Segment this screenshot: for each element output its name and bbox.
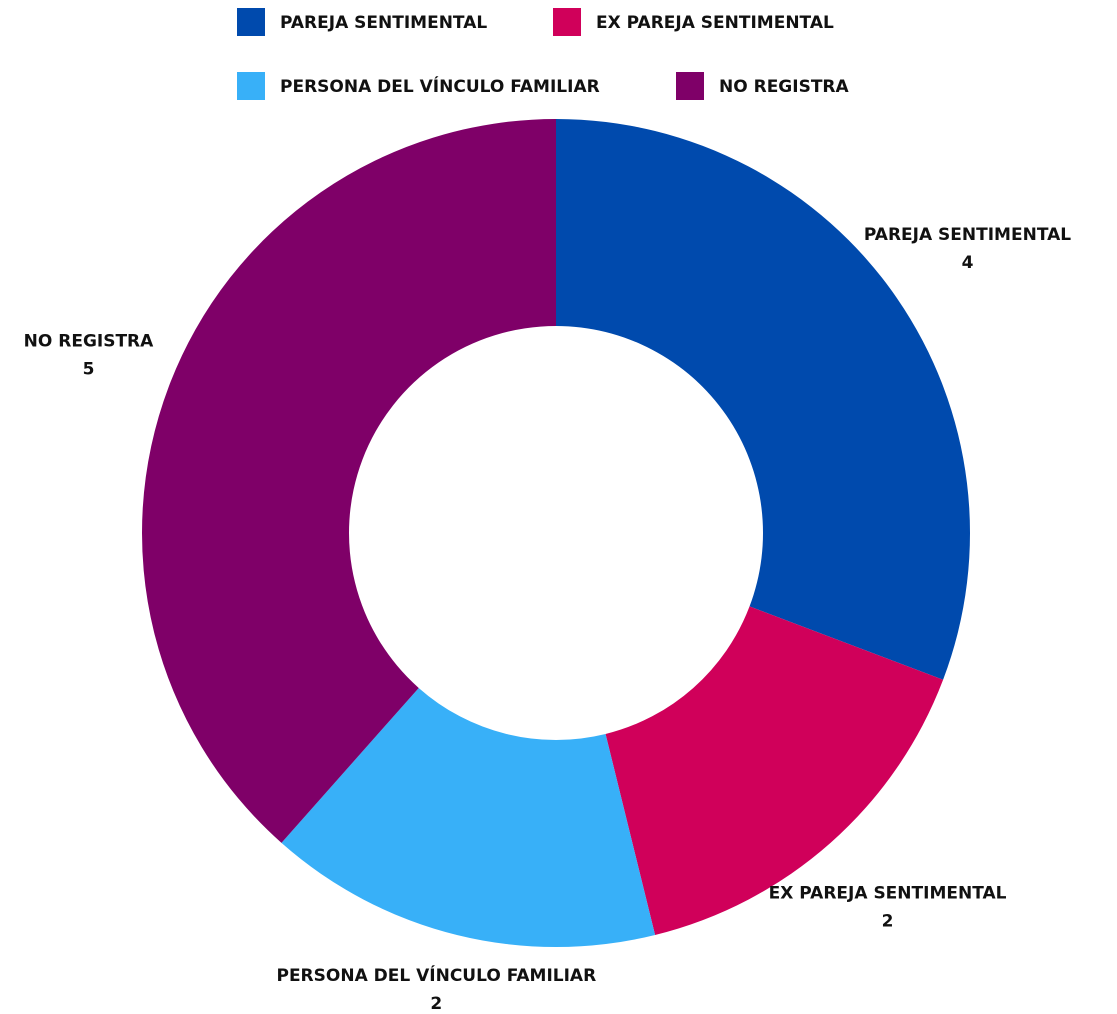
donut-slice bbox=[556, 119, 970, 680]
legend-label: PAREJA SENTIMENTAL bbox=[280, 13, 487, 33]
legend-swatch bbox=[553, 8, 581, 36]
slice-label: PAREJA SENTIMENTAL bbox=[864, 225, 1071, 245]
legend-swatch bbox=[237, 8, 265, 36]
donut-slice bbox=[142, 118, 556, 843]
slice-label: PERSONA DEL VÍNCULO FAMILIAR bbox=[276, 964, 596, 986]
slice-value: 2 bbox=[430, 994, 442, 1014]
slice-value: 2 bbox=[882, 911, 894, 931]
slice-label: NO REGISTRA bbox=[24, 332, 155, 352]
legend-label: EX PAREJA SENTIMENTAL bbox=[596, 13, 834, 33]
legend-swatch bbox=[676, 72, 704, 100]
slice-value: 5 bbox=[83, 360, 95, 380]
legend-swatch bbox=[237, 72, 265, 100]
slice-value: 4 bbox=[962, 253, 974, 273]
slice-label: EX PAREJA SENTIMENTAL bbox=[769, 883, 1007, 903]
legend-label: PERSONA DEL VÍNCULO FAMILIAR bbox=[280, 75, 600, 97]
legend-label: NO REGISTRA bbox=[719, 77, 850, 97]
donut-slice bbox=[281, 687, 656, 947]
donut-slice bbox=[605, 606, 944, 935]
